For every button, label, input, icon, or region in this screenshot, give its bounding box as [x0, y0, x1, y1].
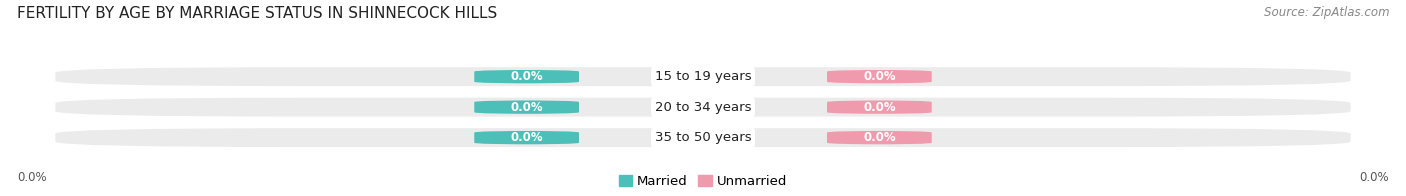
Text: 0.0%: 0.0% [510, 131, 543, 144]
Legend: Married, Unmarried: Married, Unmarried [619, 175, 787, 188]
FancyBboxPatch shape [827, 70, 932, 83]
Text: FERTILITY BY AGE BY MARRIAGE STATUS IN SHINNECOCK HILLS: FERTILITY BY AGE BY MARRIAGE STATUS IN S… [17, 6, 498, 21]
FancyBboxPatch shape [55, 98, 1351, 117]
FancyBboxPatch shape [827, 131, 932, 144]
FancyBboxPatch shape [827, 100, 932, 114]
Text: 0.0%: 0.0% [1360, 171, 1389, 184]
Text: 0.0%: 0.0% [510, 70, 543, 83]
FancyBboxPatch shape [474, 100, 579, 114]
Text: 15 to 19 years: 15 to 19 years [655, 70, 751, 83]
Text: Source: ZipAtlas.com: Source: ZipAtlas.com [1264, 6, 1389, 19]
FancyBboxPatch shape [474, 131, 579, 144]
FancyBboxPatch shape [55, 128, 1351, 147]
FancyBboxPatch shape [55, 67, 1351, 86]
Text: 0.0%: 0.0% [510, 101, 543, 114]
Text: 35 to 50 years: 35 to 50 years [655, 131, 751, 144]
Text: 0.0%: 0.0% [863, 131, 896, 144]
Text: 0.0%: 0.0% [863, 70, 896, 83]
Text: 0.0%: 0.0% [17, 171, 46, 184]
Text: 0.0%: 0.0% [863, 101, 896, 114]
FancyBboxPatch shape [474, 70, 579, 83]
Text: 20 to 34 years: 20 to 34 years [655, 101, 751, 114]
